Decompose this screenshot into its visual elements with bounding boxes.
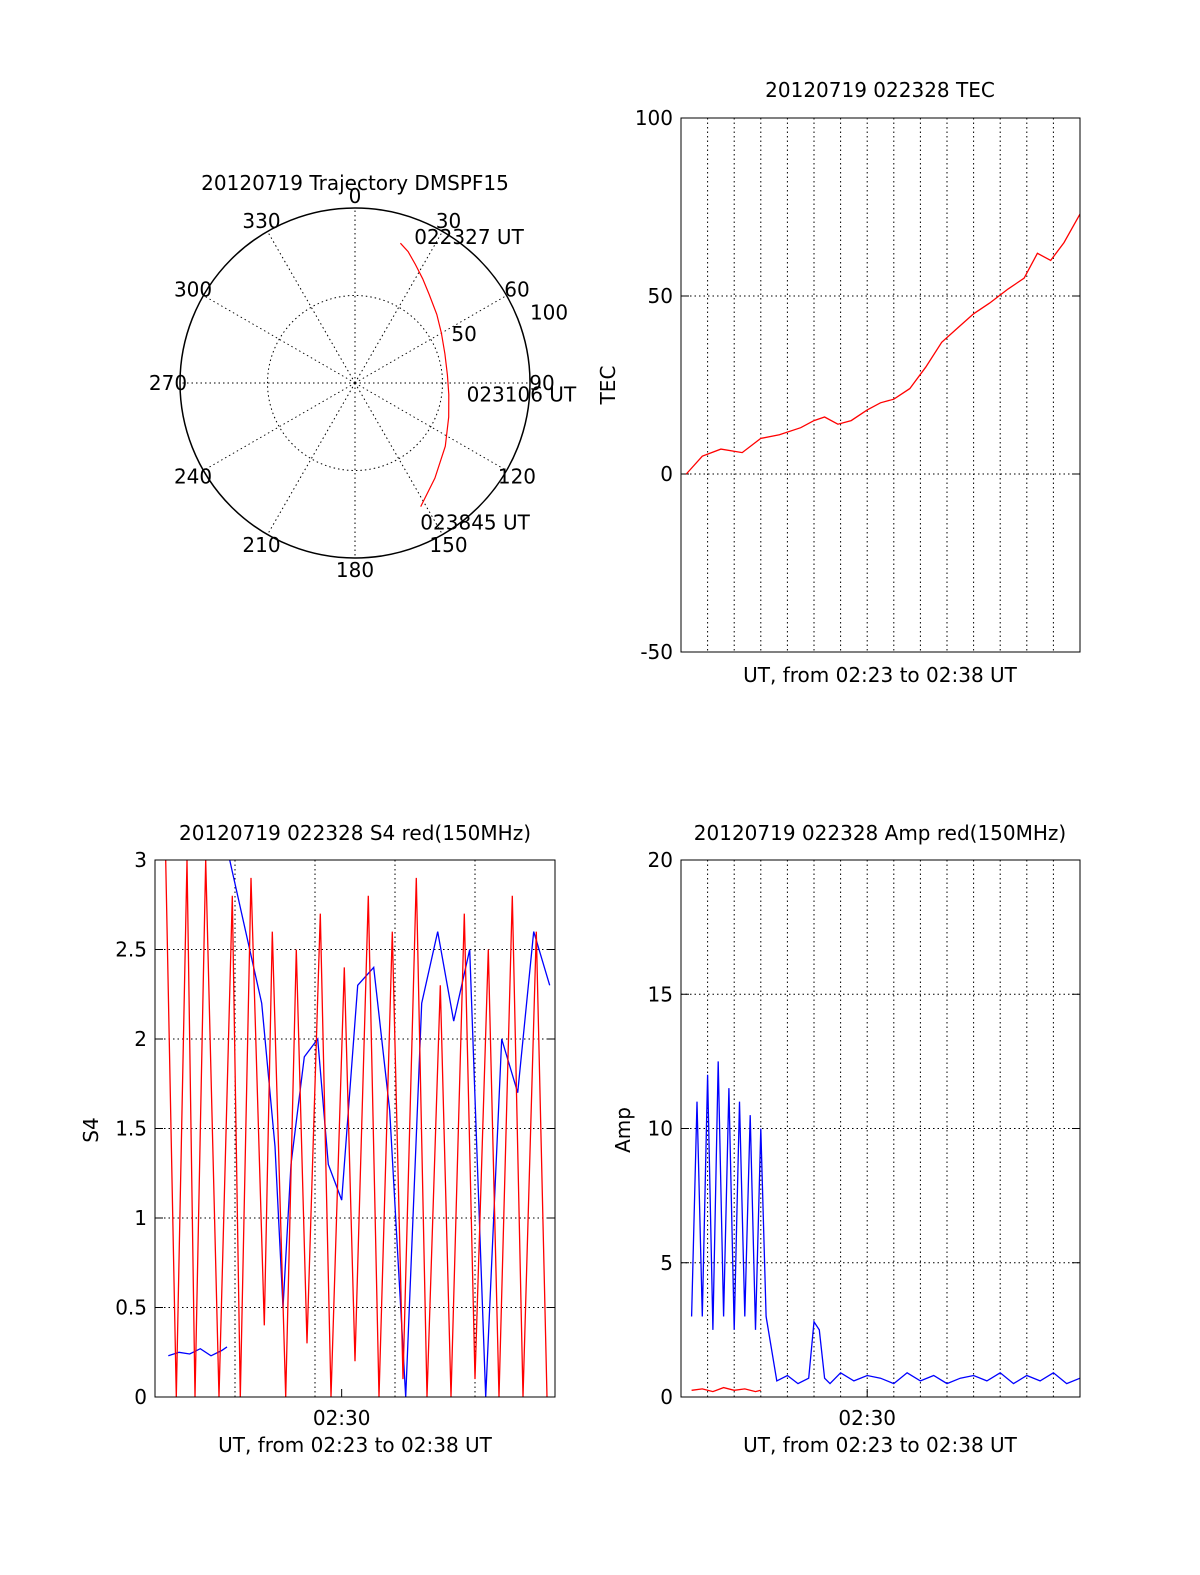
xtick-label-0: 02:30 xyxy=(838,1406,896,1430)
azimuth-label-0: 0 xyxy=(349,184,362,208)
amp-plot-area: 20 15 10 5 0 02:30 xyxy=(648,848,1081,1430)
ytick-label-0: 3 xyxy=(134,848,147,872)
ytick-label-3: -50 xyxy=(640,640,673,664)
trajectory-annotation-1: 023106 UT xyxy=(467,383,577,407)
series-group xyxy=(165,860,551,1397)
azimuth-label-30: 30 xyxy=(436,209,461,233)
series-line-1 xyxy=(691,1386,761,1393)
s4-ylabel: S4 xyxy=(79,1117,103,1142)
azimuth-label-150: 150 xyxy=(429,533,467,557)
s4-plot-area: 3 2.5 2 1.5 1 0.5 0 02:30 xyxy=(115,848,556,1430)
series-line-1 xyxy=(229,860,551,1397)
azimuth-label-210: 210 xyxy=(242,533,280,557)
azimuth-label-90: 90 xyxy=(529,371,554,395)
ytick-label-2: 0 xyxy=(660,462,673,486)
series-group xyxy=(685,213,1080,475)
polar-outer-circle xyxy=(179,207,531,559)
s4-xlabel: UT, from 02:23 to 02:38 UT xyxy=(218,1433,493,1457)
ytick-label-1: 15 xyxy=(648,982,673,1006)
tec-plot-area: 100 50 0 -50 xyxy=(635,106,1081,664)
amp-panel: 20120719 022328 Amp red(150MHz) UT, from… xyxy=(611,821,1081,1457)
amp-ylabel: Amp xyxy=(611,1107,635,1153)
ytick-label-2: 10 xyxy=(648,1117,673,1141)
plot-frame xyxy=(154,859,556,1398)
polar-ring-0 xyxy=(267,295,443,471)
ytick-label-5: 0.5 xyxy=(115,1296,147,1320)
ytick-label-4: 1 xyxy=(134,1206,147,1230)
polar-title: 20120719 Trajectory DMSPF15 xyxy=(201,171,509,195)
tec-xlabel: UT, from 02:23 to 02:38 UT xyxy=(743,663,1018,687)
ytick-label-1: 2.5 xyxy=(115,938,147,962)
azimuth-label-300: 300 xyxy=(174,278,212,302)
tec-title: 20120719 022328 TEC xyxy=(765,78,995,102)
series-line-0 xyxy=(685,213,1080,475)
series-line-0 xyxy=(168,1346,228,1357)
polar-radial-labels: 50 100 xyxy=(451,301,568,346)
ytick-label-4: 0 xyxy=(660,1385,673,1409)
ytick-label-0: 100 xyxy=(635,106,673,130)
trajectory-annotations: 022327 UT 023106 UT 023845 UT xyxy=(414,225,577,535)
trajectory-annotation-2: 023845 UT xyxy=(420,511,530,535)
polar-grid xyxy=(179,207,531,559)
polar-spoke-60 xyxy=(354,295,507,384)
ytick-label-3: 1.5 xyxy=(115,1117,147,1141)
trajectory-annotation-0: 022327 UT xyxy=(414,225,524,249)
tec-ylabel: TEC xyxy=(596,366,620,406)
series-line-0 xyxy=(690,1061,1080,1385)
plot-frame xyxy=(680,859,1081,1398)
azimuth-label-60: 60 xyxy=(504,278,529,302)
amp-xlabel: UT, from 02:23 to 02:38 UT xyxy=(743,1433,1018,1457)
radial-label-50: 50 xyxy=(451,322,476,346)
ytick-label-0: 20 xyxy=(648,848,673,872)
series-line-2 xyxy=(165,860,548,1397)
radial-label-100: 100 xyxy=(530,301,568,325)
series-group xyxy=(690,1061,1080,1393)
polar-spoke-240 xyxy=(203,382,356,471)
tec-panel: 20120719 022328 TEC UT, from 02:23 to 02… xyxy=(596,78,1081,687)
azimuth-label-330: 330 xyxy=(242,209,280,233)
s4-panel: 20120719 022328 S4 red(150MHz) UT, from … xyxy=(79,821,556,1457)
azimuth-label-240: 240 xyxy=(174,465,212,489)
azimuth-label-270: 270 xyxy=(149,371,187,395)
plot-frame xyxy=(680,117,1081,653)
xtick-label-0: 02:30 xyxy=(313,1406,371,1430)
s4-title: 20120719 022328 S4 red(150MHz) xyxy=(179,821,531,845)
polar-spoke-210 xyxy=(267,382,356,535)
ytick-label-3: 5 xyxy=(660,1251,673,1275)
ytick-label-6: 0 xyxy=(134,1385,147,1409)
ytick-label-2: 2 xyxy=(134,1027,147,1051)
azimuth-label-120: 120 xyxy=(498,465,536,489)
trajectory-line xyxy=(399,242,450,507)
azimuth-label-180: 180 xyxy=(336,558,374,582)
ytick-label-1: 50 xyxy=(648,284,673,308)
polar-azimuth-labels: 0 30 60 90 120 150 180 210 240 270 300 330 xyxy=(149,184,555,582)
polar-panel: 20120719 Trajectory DMSPF15 0 30 60 90 120 15… xyxy=(149,171,577,582)
amp-title: 20120719 022328 Amp red(150MHz) xyxy=(694,821,1066,845)
polar-spoke-30 xyxy=(354,231,443,384)
